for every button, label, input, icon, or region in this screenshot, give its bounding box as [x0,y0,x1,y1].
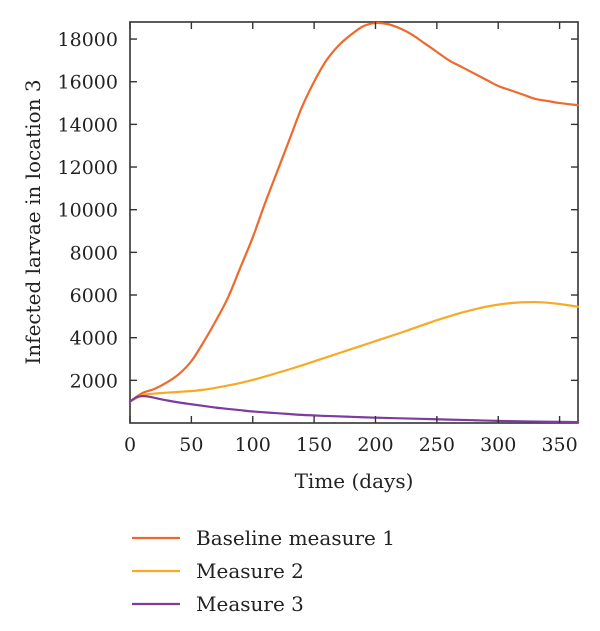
x-tick-label: 150 [296,434,332,456]
x-tick-label: 350 [541,434,577,456]
y-tick-label: 2000 [70,370,118,392]
y-tick-label: 6000 [70,285,118,307]
x-tick-label: 300 [480,434,516,456]
x-tick-label: 100 [235,434,271,456]
y-tick-label: 8000 [70,242,118,264]
y-tick-label: 16000 [58,72,118,94]
y-tick-label: 10000 [58,200,118,222]
y-tick-label: 4000 [70,328,118,350]
legend: Baseline measure 1 Measure 2 Measure 3 [132,526,395,616]
x-tick-label: 200 [357,434,393,456]
series-line-1 [128,21,580,403]
y-tick-label: 14000 [58,114,118,136]
x-tick-label: 50 [179,434,203,456]
x-axis-ticks: 0 50 100 150 200 250 300 350 [124,22,578,456]
y-tick-label: 18000 [58,29,118,51]
y-axis-title: Infected larvae in location 3 [21,79,45,364]
legend-label-3: Measure 3 [196,592,304,616]
legend-label-1: Baseline measure 1 [196,526,395,550]
y-axis-ticks: 2000 4000 6000 8000 10000 12000 14000 16000 1800… [58,29,578,392]
plot-area: 0 50 100 150 200 250 300 350 2000 4000 6000 8000 10… [58,21,580,456]
series-lines [128,21,580,424]
plot-frame [129,21,579,424]
x-tick-label: 0 [124,434,136,456]
series-line-2 [128,300,580,403]
legend-label-2: Measure 2 [196,559,304,583]
x-axis-title: Time (days) [295,469,414,493]
series-line-3 [128,394,580,424]
y-tick-label: 12000 [58,157,118,179]
x-tick-label: 250 [419,434,455,456]
